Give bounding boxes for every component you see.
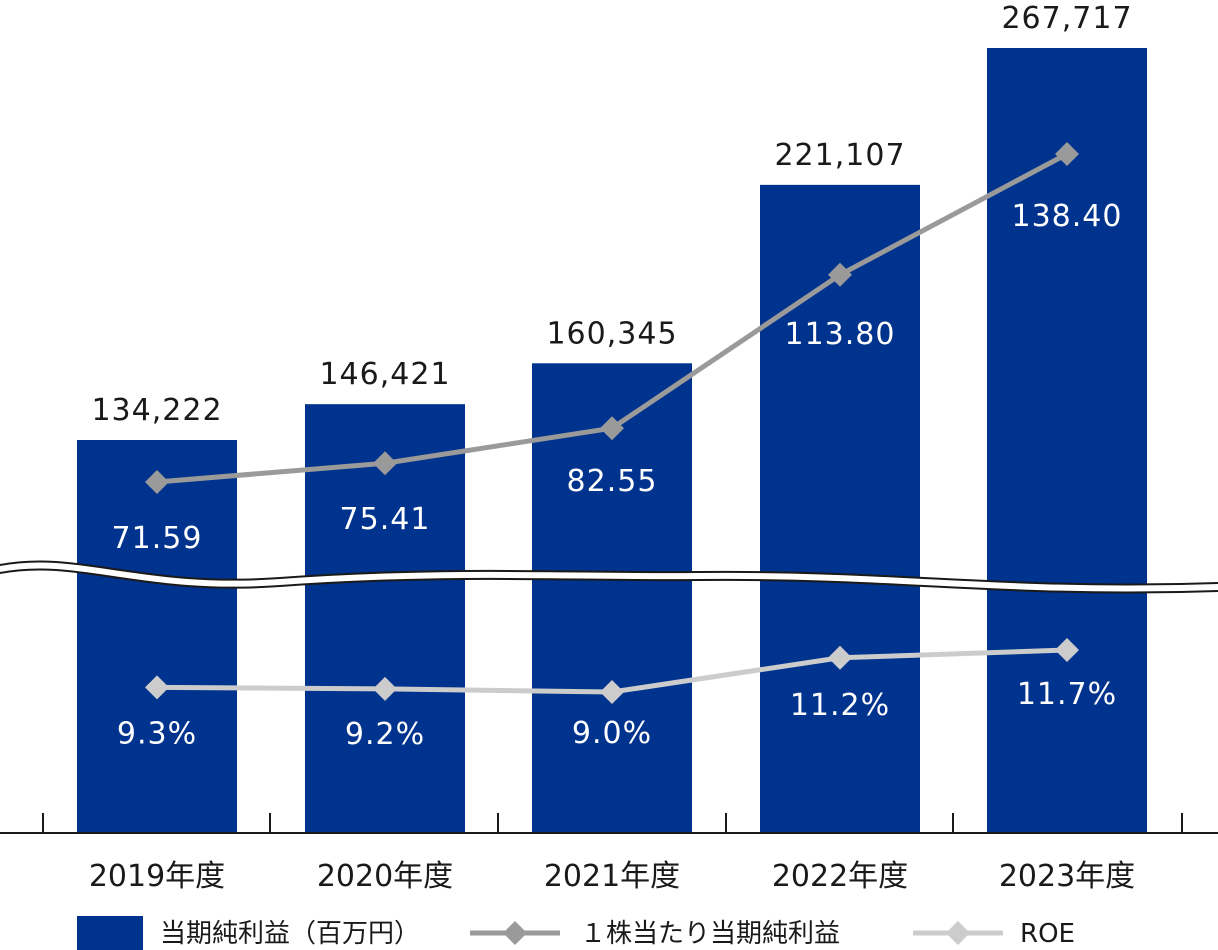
x-tick-label-4: 2023年度 xyxy=(999,859,1135,894)
x-tick-label-0: 2019年度 xyxy=(89,859,225,894)
bar-value-label-0: 134,222 xyxy=(91,393,222,428)
legend-swatch-roe-marker xyxy=(946,921,970,945)
roe-value-label-3: 11.2% xyxy=(790,688,890,723)
legend: 当期純利益（百万円） １株当たり当期純利益 ROE xyxy=(77,916,1075,950)
eps-value-label-2: 82.55 xyxy=(567,464,658,499)
eps-marker-3 xyxy=(828,262,852,287)
bar-4 xyxy=(987,48,1147,833)
legend-label-roe: ROE xyxy=(1020,919,1075,949)
axis-break xyxy=(0,560,1218,594)
bar-0 xyxy=(77,440,237,833)
eps-value-label-4: 138.40 xyxy=(1012,199,1123,234)
roe-value-label-0: 9.3% xyxy=(117,716,197,751)
axis-break-line-top xyxy=(0,560,1218,586)
roe-value-label-2: 9.0% xyxy=(572,716,652,751)
legend-label-eps: １株当たり当期純利益 xyxy=(580,919,840,949)
bar-3 xyxy=(760,184,920,834)
label-group: 134,222 146,421 160,345 221,107 267,717 71.59… xyxy=(91,1,1132,752)
bar-group xyxy=(77,48,1147,834)
eps-marker-1 xyxy=(373,451,397,476)
legend-label-bar: 当期純利益（百万円） xyxy=(160,919,420,949)
bar-value-label-3: 221,107 xyxy=(774,138,905,173)
bar-value-label-1: 146,421 xyxy=(319,357,450,392)
eps-value-label-0: 71.59 xyxy=(112,521,203,556)
bar-value-label-4: 267,717 xyxy=(1001,1,1132,36)
roe-marker-2 xyxy=(600,680,624,704)
x-tick-label-1: 2020年度 xyxy=(317,859,453,894)
legend-swatch-eps-marker xyxy=(503,921,527,945)
x-tick-label-3: 2022年度 xyxy=(772,859,908,894)
roe-marker-4 xyxy=(1055,638,1079,662)
bar-2 xyxy=(532,363,692,833)
roe-value-label-4: 11.7% xyxy=(1017,677,1117,712)
roe-marker-3 xyxy=(828,645,852,670)
bar-value-label-2: 160,345 xyxy=(546,316,677,351)
x-axis: 2019年度 2020年度 2021年度 2022年度 2023年度 xyxy=(0,813,1218,894)
roe-marker-1 xyxy=(373,676,397,701)
line-group xyxy=(145,142,1079,704)
eps-value-label-1: 75.41 xyxy=(340,502,431,537)
eps-marker-0 xyxy=(145,470,169,494)
axis-break-line-bottom xyxy=(0,568,1218,594)
eps-value-label-3: 113.80 xyxy=(785,317,896,352)
bar-1 xyxy=(305,404,465,833)
eps-marker-4 xyxy=(1055,142,1079,166)
eps-marker-2 xyxy=(600,416,624,441)
roe-value-label-1: 9.2% xyxy=(345,717,425,752)
x-tick-label-2: 2021年度 xyxy=(544,859,680,894)
legend-swatch-bar xyxy=(77,916,143,950)
roe-marker-0 xyxy=(145,675,169,700)
